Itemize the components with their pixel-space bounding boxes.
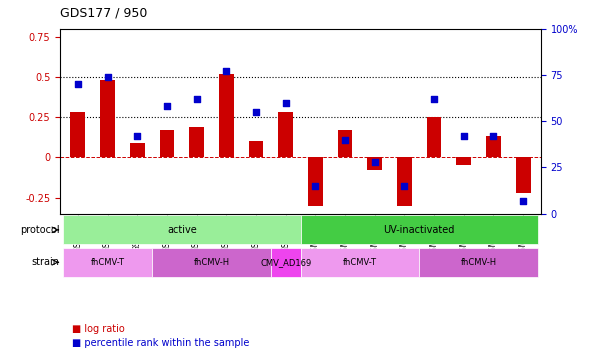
Bar (516, 157, 531, 193)
Text: UV-inactivated: UV-inactivated (383, 225, 455, 235)
Text: fhCMV-T: fhCMV-T (343, 258, 377, 267)
Bar (249, 141, 263, 157)
FancyBboxPatch shape (152, 248, 271, 277)
Bar (397, 157, 412, 206)
Point (132, 133, 142, 139)
Text: fhCMV-H: fhCMV-H (194, 258, 230, 267)
Point (459, 133, 469, 139)
Point (370, 159, 379, 165)
FancyBboxPatch shape (63, 215, 300, 245)
Bar (486, 136, 501, 157)
Text: CMV_AD169: CMV_AD169 (260, 258, 311, 267)
Point (429, 96, 439, 102)
Text: active: active (167, 225, 197, 235)
Text: ■ log ratio: ■ log ratio (72, 324, 125, 334)
Bar (456, 157, 471, 165)
Bar (219, 74, 234, 157)
Point (518, 198, 528, 203)
Bar (338, 130, 352, 157)
Text: fhCMV-T: fhCMV-T (91, 258, 124, 267)
Text: strain: strain (31, 257, 59, 267)
Point (192, 96, 201, 102)
Bar (308, 157, 323, 206)
Point (489, 133, 498, 139)
Point (162, 104, 172, 109)
Point (311, 183, 320, 189)
Point (222, 68, 231, 74)
FancyBboxPatch shape (419, 248, 538, 277)
Bar (159, 130, 174, 157)
Bar (130, 143, 145, 157)
Bar (427, 117, 442, 157)
Text: ■ percentile rank within the sample: ■ percentile rank within the sample (72, 338, 249, 348)
FancyBboxPatch shape (271, 248, 300, 277)
Point (281, 100, 290, 105)
Text: fhCMV-H: fhCMV-H (460, 258, 496, 267)
Point (103, 74, 112, 80)
Bar (278, 112, 293, 157)
Bar (70, 112, 85, 157)
FancyBboxPatch shape (300, 248, 419, 277)
Point (340, 137, 350, 142)
Point (73, 81, 83, 87)
FancyBboxPatch shape (300, 215, 538, 245)
Bar (367, 157, 382, 170)
FancyBboxPatch shape (63, 248, 152, 277)
Point (400, 183, 409, 189)
Point (251, 109, 261, 115)
Text: protocol: protocol (20, 225, 59, 235)
Text: GDS177 / 950: GDS177 / 950 (60, 6, 147, 20)
Bar (100, 80, 115, 157)
Bar (189, 127, 204, 157)
